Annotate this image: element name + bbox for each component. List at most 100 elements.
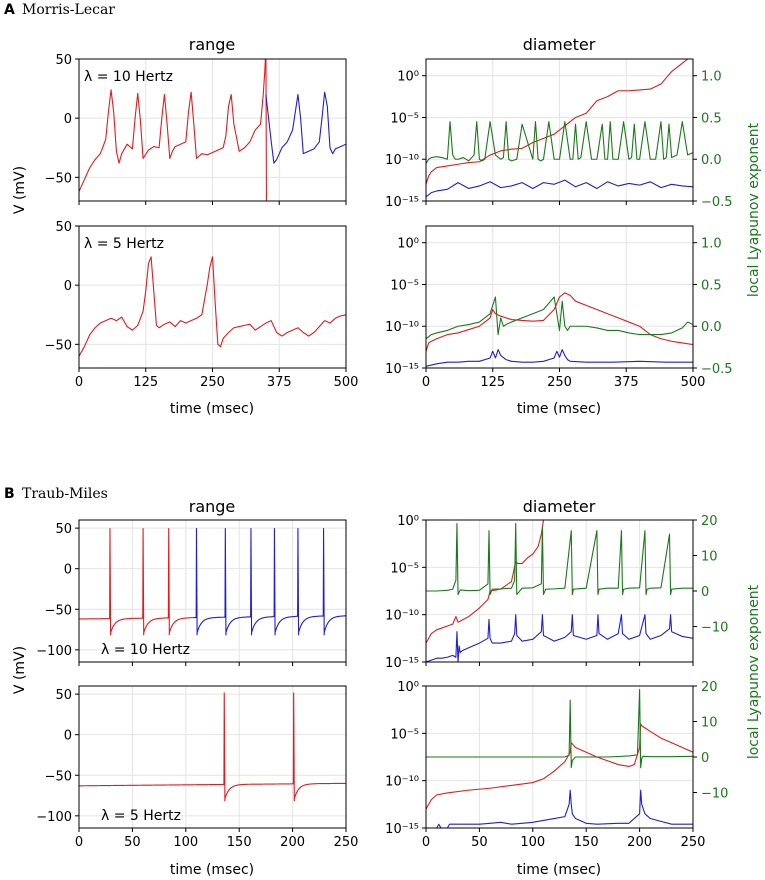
b-left-ylabel: V (mV) bbox=[12, 646, 28, 694]
b-right-ylabel: local Lyapunov exponent bbox=[746, 584, 762, 759]
x-tick-label: 250 bbox=[547, 375, 572, 390]
x-tick-label: 250 bbox=[200, 375, 225, 390]
b-right-xlabel: time (msec) bbox=[517, 862, 601, 878]
b-left-column-title: range bbox=[189, 497, 236, 516]
y2-tick-label: 0.5 bbox=[701, 111, 722, 126]
b-right-column-title: diameter bbox=[523, 497, 596, 516]
y2-tick-label: −10 bbox=[701, 621, 728, 636]
y-tick-label: 10⁻⁵ bbox=[390, 727, 419, 742]
y-tick-label: 0 bbox=[64, 563, 72, 578]
x-tick-label: 150 bbox=[227, 835, 252, 850]
traces bbox=[426, 689, 693, 828]
y-tick-label: 10⁰ bbox=[397, 70, 419, 85]
x-tick-label: 500 bbox=[334, 375, 359, 390]
panel-B-diameter-10: 10⁻¹⁵ 10⁻¹⁰ 10⁻⁵ 10⁰ −10 0 10 20 bbox=[385, 514, 728, 671]
panel-B-diameter-5: 0 50 100 150 200 250 10⁻¹⁵ 10⁻¹⁰ 10⁻⁵ 10⁰ −10 0 10 20 bbox=[385, 680, 728, 850]
plot-frame bbox=[78, 519, 347, 663]
y-tick-label: 10⁻¹⁰ bbox=[385, 775, 419, 790]
a-left-xlabel: time (msec) bbox=[170, 401, 254, 417]
voltage-trace-blue bbox=[193, 528, 346, 636]
section-b-title: Traub-Miles bbox=[22, 486, 108, 502]
voltage-trace-red bbox=[79, 692, 346, 802]
y-tick-label: 10⁻¹⁵ bbox=[385, 822, 419, 837]
gridlines bbox=[78, 686, 347, 828]
gridlines bbox=[78, 520, 347, 662]
series-diameter-red bbox=[426, 59, 689, 185]
traces bbox=[79, 59, 346, 201]
plot-frame bbox=[78, 685, 347, 829]
y-tick-label: −50 bbox=[45, 171, 72, 186]
x-tick-label: 50 bbox=[124, 835, 141, 850]
panel-A-range-10: −50 0 50 λ = 10 Hertz bbox=[45, 53, 347, 205]
x-tick-label: 375 bbox=[267, 375, 292, 390]
series-diameter-red bbox=[426, 723, 693, 810]
section-a-title: Morris-Lecar bbox=[22, 2, 115, 18]
x-tick-label: 200 bbox=[280, 835, 305, 850]
y2-tick-label: 1.0 bbox=[701, 70, 722, 85]
y2-tick-label: 0 bbox=[701, 585, 709, 600]
section-b-letter: B bbox=[4, 486, 15, 502]
y2-tick-label: 0.5 bbox=[701, 278, 722, 293]
a-right-xlabel: time (msec) bbox=[517, 401, 601, 417]
voltage-trace-red bbox=[79, 528, 194, 636]
y-tick-label: 0 bbox=[64, 112, 72, 127]
traces bbox=[426, 520, 693, 662]
y-tick-label: −100 bbox=[36, 810, 72, 825]
x-tick-label: 50 bbox=[471, 835, 488, 850]
x-tick-label: 0 bbox=[75, 835, 83, 850]
lambda-annotation: λ = 5 Hertz bbox=[84, 236, 164, 252]
traces bbox=[426, 292, 693, 367]
x-tick-label: 200 bbox=[627, 835, 652, 850]
series-lyapunov bbox=[426, 689, 693, 769]
y-tick-label: 10⁰ bbox=[397, 514, 419, 529]
series-diameter-blue bbox=[426, 349, 693, 367]
y-tick-label: 10⁻⁵ bbox=[390, 278, 419, 293]
traces bbox=[79, 528, 346, 636]
y2-tick-label: 0.0 bbox=[701, 153, 722, 168]
x-tick-label: 0 bbox=[422, 375, 430, 390]
series-lyapunov bbox=[426, 296, 693, 340]
x-tick-label: 0 bbox=[422, 835, 430, 850]
y2-tick-label: −0.5 bbox=[701, 195, 733, 210]
y-tick-label: 0 bbox=[64, 279, 72, 294]
series-diameter-blue bbox=[426, 614, 693, 662]
lambda-annotation: λ = 5 Hertz bbox=[101, 808, 181, 824]
series-lyapunov bbox=[426, 121, 693, 164]
series-V bbox=[79, 256, 346, 357]
y-tick-label: 50 bbox=[55, 688, 72, 703]
x-tick-label: 150 bbox=[574, 835, 599, 850]
x-tick-label: 0 bbox=[75, 375, 83, 390]
x-tick-label: 250 bbox=[681, 835, 706, 850]
y2-tick-label: 10 bbox=[701, 550, 718, 565]
series-lyapunov bbox=[426, 523, 693, 596]
traces bbox=[79, 692, 346, 802]
a-right-ylabel: local Lyapunov exponent bbox=[746, 122, 762, 297]
series-diameter-red bbox=[426, 520, 545, 644]
x-tick-label: 100 bbox=[520, 835, 545, 850]
y-tick-label: 10⁻¹⁵ bbox=[385, 656, 419, 671]
y2-tick-label: −0.5 bbox=[701, 362, 733, 377]
panel-A-diameter-5: 0 125 250 375 500 10⁻¹⁵ 10⁻¹⁰ 10⁻⁵ 10⁰ −0.5 0.0 0.5… bbox=[385, 225, 733, 390]
y-tick-label: 10⁰ bbox=[397, 237, 419, 252]
y-tick-label: −50 bbox=[45, 603, 72, 618]
x-tick-label: 100 bbox=[173, 835, 198, 850]
plot-frame bbox=[425, 519, 694, 663]
lambda-annotation: λ = 10 Hertz bbox=[101, 642, 190, 658]
section-a-letter: A bbox=[4, 2, 15, 18]
y-tick-label: 10⁻¹⁵ bbox=[385, 362, 419, 377]
panel-B-range-10: −100 −50 0 50 λ = 10 Hertz bbox=[36, 519, 347, 666]
b-left-xlabel: time (msec) bbox=[170, 862, 254, 878]
x-tick-label: 250 bbox=[334, 835, 359, 850]
x-tick-label: 125 bbox=[133, 375, 158, 390]
y2-tick-label: 0 bbox=[701, 751, 709, 766]
y-tick-label: −50 bbox=[45, 769, 72, 784]
y-tick-label: 10⁻¹⁰ bbox=[385, 609, 419, 624]
y2-tick-label: 20 bbox=[701, 680, 718, 695]
panel-A-range-5: 0 125 250 375 500 −50 0 50 λ = 5 Hertz bbox=[45, 220, 359, 390]
y2-tick-label: 10 bbox=[701, 716, 718, 731]
series-diameter-blue bbox=[426, 789, 693, 828]
y-tick-label: 50 bbox=[55, 522, 72, 537]
series-V-drop bbox=[265, 59, 267, 201]
series-diameter-red bbox=[426, 292, 693, 352]
